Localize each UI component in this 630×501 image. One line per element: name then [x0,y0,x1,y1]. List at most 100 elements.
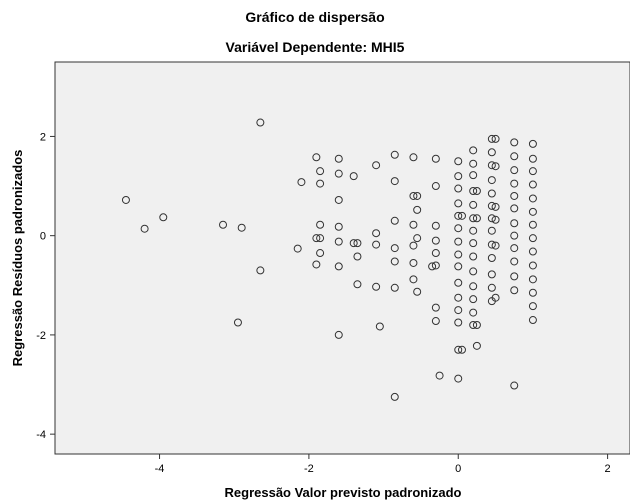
data-point [390,392,399,401]
data-point [428,262,437,271]
data-point [349,172,358,181]
data-point [409,258,418,267]
data-point [487,134,496,143]
data-point [316,167,325,176]
y-tick-label: -2 [36,330,46,342]
data-point [457,211,466,220]
data-point [469,187,478,196]
data-point [528,234,537,243]
data-point [454,262,463,271]
data-point [435,371,444,380]
data-point [297,178,306,187]
data-point [491,202,500,211]
data-point [121,195,130,204]
data-point [528,275,537,284]
data-point [469,171,478,180]
x-axis-title: Regressão Valor previsto padronizado [225,485,462,500]
data-point [487,189,496,198]
data-point [528,167,537,176]
data-point [528,180,537,189]
data-point [431,317,440,326]
x-tick-label: -2 [304,463,314,475]
data-point [409,153,418,162]
data-point [528,207,537,216]
data-point [454,199,463,208]
data-point [409,191,418,200]
data-point [487,283,496,292]
data-point [469,267,478,276]
data-point [219,220,228,229]
x-axis-ticks: -4 -2 0 2 [155,454,611,475]
data-point [316,234,325,243]
data-point [487,226,496,235]
data-point [510,244,519,253]
data-point [487,240,496,249]
data-point [510,272,519,281]
y-tick-label: -4 [36,429,46,441]
data-point [409,241,418,250]
data-point [233,318,242,327]
data-point [334,237,343,246]
data-point [413,287,422,296]
data-point [487,214,496,223]
y-axis-title: Regressão Resíduos padronizados [10,150,25,367]
data-point [334,330,343,339]
data-point [491,162,500,171]
data-point [312,260,321,269]
data-point [413,234,422,243]
data-point [454,250,463,259]
data-point [487,201,496,210]
data-point [349,239,358,248]
data-point [140,224,149,233]
data-point [334,195,343,204]
data-point [510,286,519,295]
data-point [472,187,481,196]
data-point [431,261,440,270]
data-points [121,118,537,401]
data-point [454,157,463,166]
data-point [457,345,466,354]
data-point [469,308,478,317]
data-point [528,302,537,311]
data-point [469,252,478,261]
data-point [472,214,481,223]
data-point [472,341,481,350]
data-point [316,179,325,188]
data-point [510,152,519,161]
data-point [375,322,384,331]
data-point [454,224,463,233]
data-point [413,205,422,214]
data-point [469,200,478,209]
data-point [510,179,519,188]
data-point [528,194,537,203]
data-point [491,293,500,302]
data-point [409,275,418,284]
data-point [353,252,362,261]
data-point [528,288,537,297]
data-point [510,231,519,240]
data-point [469,226,478,235]
data-point [256,266,265,275]
data-point [469,159,478,168]
data-point [469,239,478,248]
data-point [353,239,362,248]
data-point [431,303,440,312]
data-point [510,166,519,175]
data-point [353,280,362,289]
data-point [390,216,399,225]
data-point [334,262,343,271]
x-tick-label: 0 [455,463,461,475]
y-tick-label: 2 [40,131,46,143]
data-point [454,237,463,246]
data-point [390,150,399,159]
data-point [454,374,463,383]
data-point [454,278,463,287]
data-point [454,345,463,354]
data-point [454,293,463,302]
data-point [431,221,440,230]
data-point [510,257,519,266]
data-point [528,139,537,148]
y-tick-label: 0 [40,231,46,243]
data-point [431,236,440,245]
chart-title: Gráfico de dispersão [245,9,384,25]
